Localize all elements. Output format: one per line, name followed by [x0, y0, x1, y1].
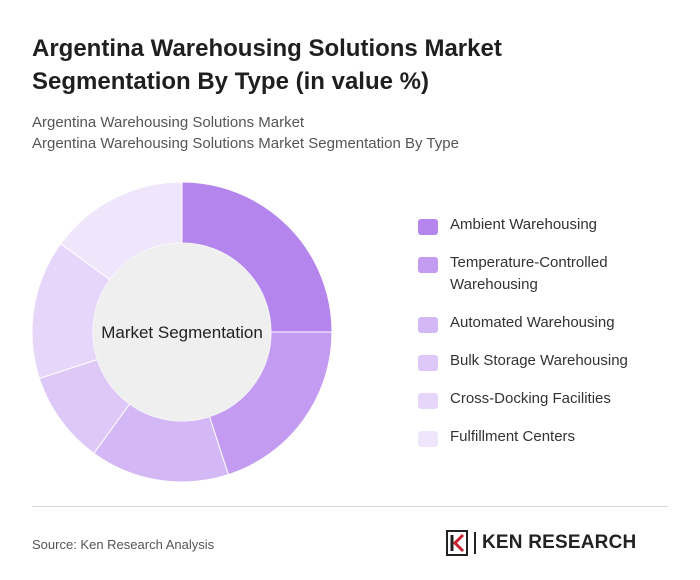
logo-text: KEN RESEARCH	[482, 532, 637, 553]
subtitle-line-2: Argentina Warehousing Solutions Market S…	[32, 135, 459, 152]
legend-swatch	[418, 317, 438, 333]
legend-item: Cross-Docking Facilities	[418, 388, 688, 410]
legend-item: Automated Warehousing	[418, 312, 688, 334]
footer-divider	[32, 506, 668, 507]
legend: Ambient Warehousing Temperature-Controlle…	[418, 214, 688, 464]
legend-item: Temperature-Controlled Warehousing	[418, 252, 688, 296]
logo-separator	[474, 532, 476, 554]
legend-item: Fulfillment Centers	[418, 426, 688, 448]
legend-swatch	[418, 431, 438, 447]
subtitle-line-1: Argentina Warehousing Solutions Market	[32, 114, 305, 131]
chart-title: Argentina Warehousing Solutions Market S…	[32, 35, 502, 95]
donut-chart: Market Segmentation	[31, 181, 333, 483]
legend-label: Fulfillment Centers	[450, 428, 576, 445]
logo-k-icon	[446, 530, 468, 556]
source-note: Source: Ken Research Analysis	[32, 537, 215, 552]
legend-item: Ambient Warehousing	[418, 214, 688, 236]
legend-label: Automated Warehousing	[450, 314, 615, 331]
legend-label: Temperature-Controlled Warehousing	[450, 254, 608, 293]
legend-swatch	[418, 219, 438, 235]
legend-swatch	[418, 257, 438, 273]
legend-item: Bulk Storage Warehousing	[418, 350, 688, 372]
donut-slices	[31, 181, 333, 483]
legend-label: Ambient Warehousing	[450, 216, 598, 233]
donut-hole	[93, 243, 271, 421]
legend-label: Bulk Storage Warehousing	[450, 352, 628, 369]
legend-label: Cross-Docking Facilities	[450, 390, 611, 407]
center-label: Market Segmentation	[101, 323, 263, 342]
subtitle: Argentina Warehousing Solutions Market A…	[32, 112, 672, 154]
legend-swatch	[418, 393, 438, 409]
legend-swatch	[418, 355, 438, 371]
ken-research-logo: KEN RESEARCH	[446, 530, 636, 556]
